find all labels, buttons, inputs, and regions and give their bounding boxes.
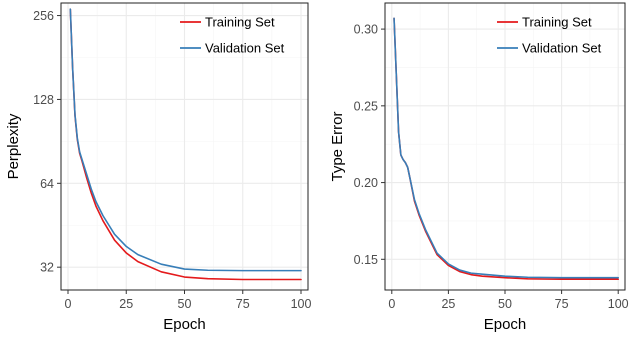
type-error-y-tick-label: 0.15 xyxy=(354,253,378,267)
type-error-chart: 0 25 50 75 100 0.15 0.20 0.25 0.30 Epoch Type Erro… xyxy=(329,2,629,333)
perplexity-chart: 0 25 50 75 100 32 64 128 256 Epoch Perplexity Train… xyxy=(5,2,312,333)
type-error-y-tick-label: 0.25 xyxy=(354,99,378,113)
type-error-validation-set-line xyxy=(393,17,620,279)
type-error-legend-label-validation-set: Validation Set xyxy=(522,41,602,56)
perplexity-y-axis-title: Perplexity xyxy=(5,113,22,179)
type-error-x-tick-label: 50 xyxy=(498,297,512,311)
type-error-y-axis-title: Type Error xyxy=(329,111,346,181)
type-error-x-tick-label: 75 xyxy=(555,297,569,311)
type-error-x-axis-title: Epoch xyxy=(484,316,527,333)
perplexity-y-tick-label: 256 xyxy=(33,9,54,23)
perplexity-x-tick-label: 25 xyxy=(119,297,133,311)
perplexity-x-tick-label: 75 xyxy=(236,297,250,311)
perplexity-x-tick-label: 0 xyxy=(65,297,72,311)
perplexity-y-tick-label: 128 xyxy=(33,93,54,107)
type-error-y-tick-label: 0.20 xyxy=(354,176,378,190)
perplexity-legend-label-validation-set: Validation Set xyxy=(205,41,285,56)
perplexity-y-tick-label: 64 xyxy=(40,177,54,191)
perplexity-x-tick-label: 50 xyxy=(178,297,192,311)
type-error-x-tick-label: 25 xyxy=(441,297,455,311)
type-error-y-tick-label: 0.30 xyxy=(354,23,378,37)
perplexity-x-axis-title: Epoch xyxy=(163,316,206,333)
perplexity-y-tick-label: 32 xyxy=(40,261,54,275)
type-error-x-tick-label: 100 xyxy=(608,297,629,311)
perplexity-x-tick-label: 100 xyxy=(291,297,312,311)
perplexity-validation-set-line xyxy=(69,8,302,272)
perplexity-legend-label-training-set: Training Set xyxy=(205,15,275,30)
type-error-legend-label-training-set: Training Set xyxy=(522,15,592,30)
type-error-x-tick-label: 0 xyxy=(388,297,395,311)
